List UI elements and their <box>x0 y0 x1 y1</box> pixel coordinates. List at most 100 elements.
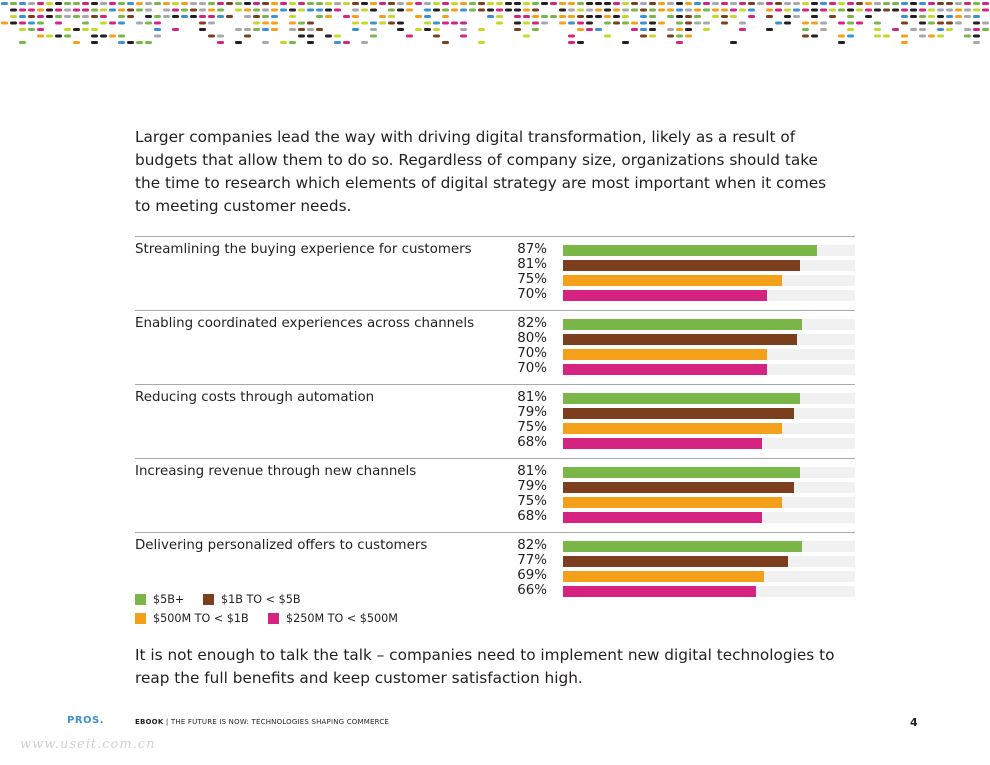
header-dot <box>235 41 242 44</box>
header-dot <box>55 21 62 25</box>
header-dot <box>505 2 512 5</box>
header-dot <box>964 15 971 18</box>
chart-group: Delivering personalized offers to custom… <box>135 532 855 606</box>
legend-item: $5B+ <box>135 593 184 606</box>
header-dot <box>91 2 98 5</box>
header-dot <box>118 15 125 18</box>
header-dot <box>847 2 854 5</box>
header-dot <box>775 8 782 12</box>
bar-track <box>563 556 855 567</box>
header-dot <box>739 21 746 25</box>
header-dot <box>748 8 755 12</box>
legend-item: $500M TO < $1B <box>135 612 249 625</box>
header-dot <box>973 28 980 31</box>
header-dot <box>721 8 728 12</box>
header-dot <box>190 2 197 5</box>
header-dot <box>289 41 296 44</box>
header-dot <box>316 28 323 31</box>
header-dot <box>712 2 719 5</box>
header-dot <box>415 15 422 18</box>
header-dot <box>334 34 341 38</box>
header-dot <box>640 8 647 12</box>
header-dot <box>307 8 314 12</box>
header-dot <box>262 41 269 44</box>
header-dot <box>19 28 26 31</box>
header-dot <box>64 8 71 12</box>
header-dot <box>955 21 962 25</box>
header-dot <box>892 28 899 31</box>
header-dot <box>946 28 953 31</box>
header-dot <box>631 2 638 5</box>
header-dot <box>541 2 548 5</box>
header-dot <box>613 21 620 25</box>
header-dot <box>100 34 107 38</box>
header-dot <box>640 28 647 31</box>
bar-track <box>563 334 855 345</box>
header-dot <box>847 15 854 18</box>
header-dot <box>829 2 836 5</box>
header-dot <box>244 34 251 38</box>
header-dot <box>703 21 710 25</box>
header-dot <box>838 41 845 44</box>
header-dot <box>514 15 521 18</box>
bar <box>563 393 800 404</box>
header-dot <box>568 34 575 38</box>
header-dot <box>613 15 620 18</box>
header-dot <box>496 21 503 25</box>
header-dot <box>19 41 26 44</box>
bar <box>563 245 818 256</box>
data-label: 70% <box>517 346 547 361</box>
header-dot <box>334 2 341 5</box>
header-dot <box>982 2 989 5</box>
header-dot <box>928 21 935 25</box>
header-dot <box>856 21 863 25</box>
header-dot <box>847 28 854 31</box>
intro-paragraph: Larger companies lead the way with drivi… <box>135 128 827 215</box>
header-dot <box>91 41 98 44</box>
header-dot <box>199 15 206 18</box>
header-dot <box>424 2 431 5</box>
bar-track <box>563 364 855 375</box>
header-dot <box>271 21 278 25</box>
header-dot <box>694 8 701 12</box>
header-dot <box>910 28 917 31</box>
header-dot <box>208 15 215 18</box>
bar <box>563 408 794 419</box>
header-dot <box>244 8 251 12</box>
header-dot <box>559 21 566 25</box>
header-dot <box>973 34 980 38</box>
header-dot <box>577 8 584 12</box>
header-dot <box>442 2 449 5</box>
header-dot <box>64 34 71 38</box>
header-dot <box>460 8 467 12</box>
header-dot <box>865 2 872 5</box>
header-dot <box>118 2 125 5</box>
header-dot <box>577 15 584 18</box>
bar <box>563 290 768 301</box>
header-dot <box>325 34 332 38</box>
header-dot <box>388 15 395 18</box>
header-dot <box>595 28 602 31</box>
header-dot <box>550 15 557 18</box>
header-dot <box>262 2 269 5</box>
header-dot <box>928 34 935 38</box>
header-dot <box>316 2 323 5</box>
header-dot <box>604 21 611 25</box>
data-label: 82% <box>517 316 547 331</box>
header-dot <box>127 8 134 12</box>
bar <box>563 556 788 567</box>
header-dot <box>280 8 287 12</box>
bar-track <box>563 541 855 552</box>
header-dot <box>766 15 773 18</box>
header-dot <box>406 8 413 12</box>
bar <box>563 364 768 375</box>
header-dot <box>766 28 773 31</box>
header-dot <box>685 15 692 18</box>
footer-doc-title: THE FUTURE IS NOW: TECHNOLOGIES SHAPING … <box>170 718 390 726</box>
header-dot <box>370 21 377 25</box>
header-dot <box>865 8 872 12</box>
header-dot <box>811 15 818 18</box>
header-dot <box>73 15 80 18</box>
header-dot <box>388 2 395 5</box>
header-dot <box>946 2 953 5</box>
